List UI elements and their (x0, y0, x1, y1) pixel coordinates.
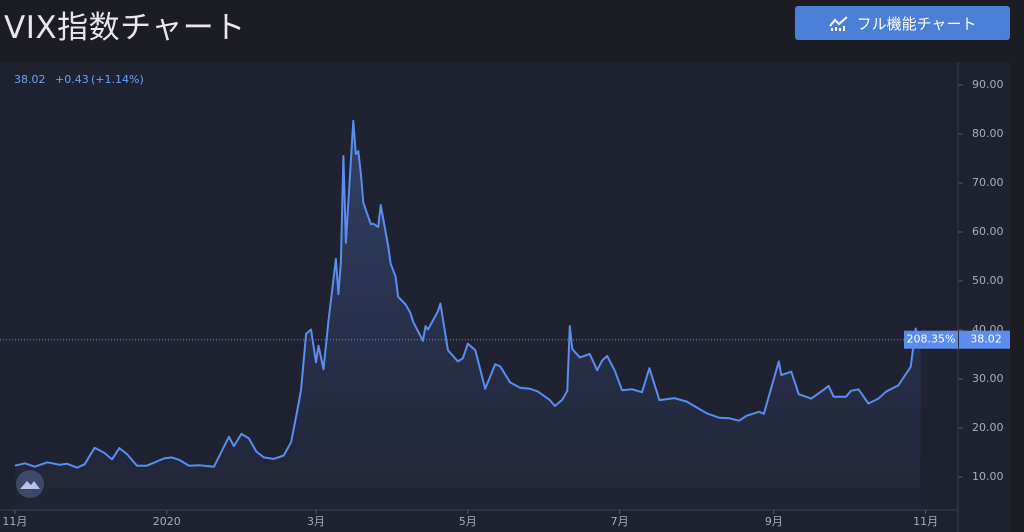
button-label: フル機能チャート (856, 14, 977, 33)
area (14, 120, 921, 511)
page-title: VIX指数チャート (4, 10, 246, 46)
line (14, 119, 922, 469)
y-tick-label: 80.00 (972, 127, 1004, 140)
change-pct: (+1.14%) (91, 73, 144, 86)
x-tick-label: 11月 (913, 515, 938, 528)
x-tick-label: 9月 (765, 515, 783, 528)
header-values: 38.02 +0.43 (+1.14%) (14, 73, 144, 86)
full-chart-button[interactable]: フル機能チャート (795, 6, 1010, 40)
last-price: 38.02 (14, 73, 46, 86)
change: +0.43 (55, 73, 89, 86)
x-tick-label: 3月 (307, 515, 325, 528)
x-tick-label: 5月 (459, 515, 477, 528)
percent-badge (904, 330, 958, 349)
y-tick-label: 10.00 (972, 470, 1004, 483)
y-tick-label: 60.00 (972, 225, 1004, 238)
y-tick-label: 90.00 (972, 78, 1004, 91)
button-icon (828, 16, 848, 31)
y-tick-label: 50.00 (972, 274, 1004, 287)
y-tick-label: 20.00 (972, 421, 1004, 434)
x-tick-label: 11月 (2, 515, 27, 528)
x-tick-label: 2020 (153, 515, 181, 528)
x-tick-label: 7月 (611, 515, 629, 528)
price-badge (959, 330, 1010, 349)
y-tick-label: 70.00 (972, 176, 1004, 189)
y-tick-label: 30.00 (972, 372, 1004, 385)
price-label: 38.02 (970, 333, 1002, 346)
percent-label: 208.35% (907, 333, 956, 346)
